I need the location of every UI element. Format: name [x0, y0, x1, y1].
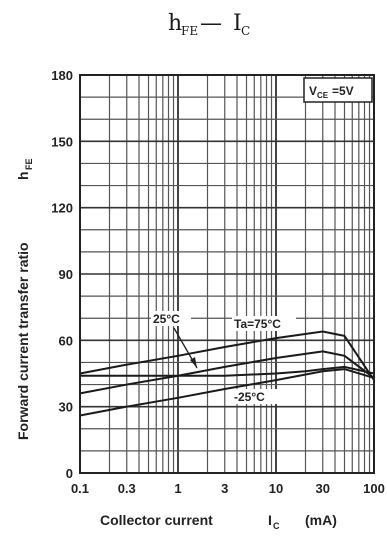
y-tick-labels: 0 30 60 90 120 150 180: [51, 68, 73, 481]
chart-title: h FE — I C: [168, 11, 250, 38]
annotation-m25c: -25°C: [234, 390, 265, 404]
annotation-25c: 25°C: [153, 312, 180, 326]
series-line-4: [80, 365, 375, 377]
title-h-sub: FE: [181, 24, 198, 38]
x-tick-label: 0.3: [118, 481, 136, 496]
title-i: I: [233, 11, 242, 36]
annotation-25c-arrowhead: [190, 357, 197, 368]
x-tick-label: 1: [174, 481, 181, 496]
y-axis-label-text: Forward current transfer ratio: [15, 242, 31, 440]
annotation-75-bg: [232, 316, 296, 331]
x-tick-labels: 0.1 0.3 1 3 10 30 100: [71, 481, 385, 496]
series-line-2: [79, 350, 375, 395]
title-i-sub: C: [241, 24, 250, 38]
y-tick-label: 90: [59, 267, 73, 282]
x-axis-label-text: Collector current: [100, 512, 213, 528]
y-tick-label: 30: [59, 400, 73, 415]
condition-sub: CE: [317, 91, 329, 100]
x-axis-unit: (mA): [305, 512, 337, 528]
series-line-1: [79, 330, 375, 381]
condition-box: V CE =5V: [303, 77, 373, 103]
x-tick-label: 3: [221, 481, 228, 496]
y-tick-label: 150: [51, 134, 73, 149]
annotation-25-bg: [151, 311, 191, 326]
x-tick-label: 100: [363, 481, 385, 496]
y-tick-label: 120: [51, 201, 73, 216]
annotation-ta75c: Ta=75°C: [234, 317, 281, 331]
y-axis-symbol: h: [15, 171, 31, 180]
title-dash: —: [200, 11, 222, 36]
y-axis-label: Forward current transfer ratio h FE: [15, 158, 34, 440]
x-axis-label: Collector current I C (mA): [100, 512, 337, 531]
y-tick-label: 0: [66, 466, 73, 481]
series-line-3: [79, 368, 375, 417]
plot-frame: [79, 74, 375, 474]
condition-value: =5V: [332, 84, 354, 98]
y-axis-symbol-sub: FE: [24, 158, 34, 170]
x-tick-label: 30: [316, 481, 330, 496]
title-h: h: [168, 11, 182, 36]
x-axis-symbol: I: [268, 512, 272, 528]
x-tick-label: 10: [269, 481, 283, 496]
condition-label: V: [309, 84, 317, 98]
condition-box-frame: [303, 77, 373, 103]
x-tick-label: 0.1: [71, 481, 89, 496]
annotations: 25°C Ta=75°C -25°C: [151, 311, 296, 404]
grid: [79, 74, 375, 474]
y-tick-label: 60: [59, 333, 73, 348]
annotation-m25-bg: [232, 389, 280, 404]
x-axis-symbol-sub: C: [273, 521, 280, 531]
y-tick-label: 180: [51, 68, 73, 83]
series-layer: [79, 330, 375, 417]
